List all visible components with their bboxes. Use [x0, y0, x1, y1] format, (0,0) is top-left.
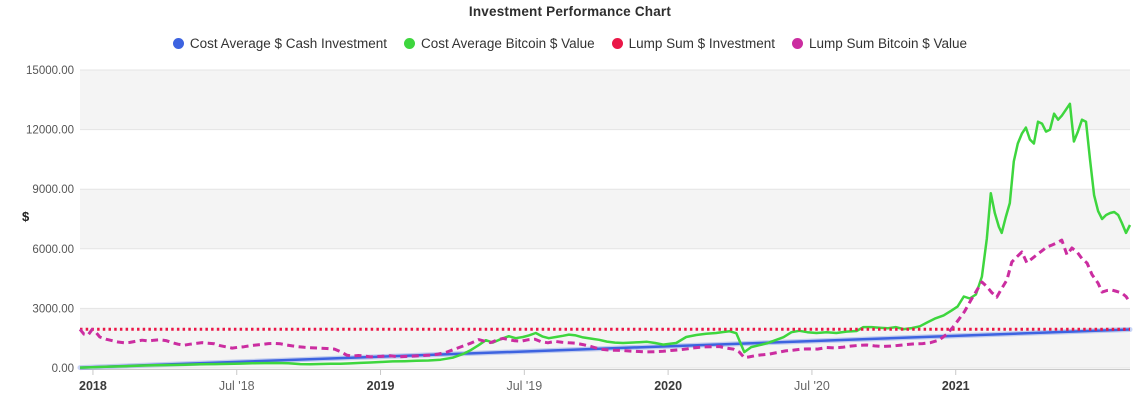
x-tick-label: Jul '20: [794, 379, 830, 393]
y-tick-label: 9000.00: [32, 184, 74, 196]
legend-item[interactable]: Cost Average $ Cash Investment: [172, 36, 388, 51]
y-tick-label: 3000.00: [32, 303, 74, 315]
chart-legend: Cost Average $ Cash Investment Cost Avera…: [0, 36, 1140, 51]
legend-item[interactable]: Lump Sum $ Investment: [611, 36, 775, 51]
chart-title: Investment Performance Chart: [468, 4, 672, 19]
legend-item-label: Lump Sum $ Investment: [628, 36, 775, 51]
x-tick-label: 2019: [367, 379, 395, 393]
plot-band: [80, 70, 1130, 130]
legend-dot-icon: [611, 38, 623, 49]
plot-band: [80, 308, 1130, 368]
x-tick-label: 2020: [654, 379, 682, 393]
y-tick-label: 0.00: [52, 363, 74, 375]
series-line: [79, 102, 1132, 369]
y-tick-label: 12000.00: [26, 125, 74, 137]
legend-dot-icon: [791, 38, 803, 49]
x-tick-label: 2018: [79, 379, 107, 393]
x-tick-label: Jul '19: [506, 379, 542, 393]
legend-dot-icon: [404, 38, 416, 49]
legend-dot-icon: [172, 38, 184, 49]
y-tick-label: 15000.00: [26, 65, 74, 77]
series-line: [78, 238, 1132, 360]
x-tick-label: Jul '18: [219, 379, 255, 393]
y-tick-label: 6000.00: [32, 244, 74, 256]
legend-item[interactable]: Lump Sum Bitcoin $ Value: [791, 36, 968, 51]
legend-item-label: Cost Average Bitcoin $ Value: [421, 36, 595, 51]
legend-item-label: Cost Average $ Cash Investment: [189, 36, 388, 51]
legend-item[interactable]: Cost Average Bitcoin $ Value: [404, 36, 595, 51]
y-axis-title: $: [22, 209, 30, 224]
legend-item-label: Lump Sum Bitcoin $ Value: [808, 36, 968, 51]
x-tick-label: 2021: [942, 379, 970, 393]
plot-band: [80, 189, 1130, 249]
